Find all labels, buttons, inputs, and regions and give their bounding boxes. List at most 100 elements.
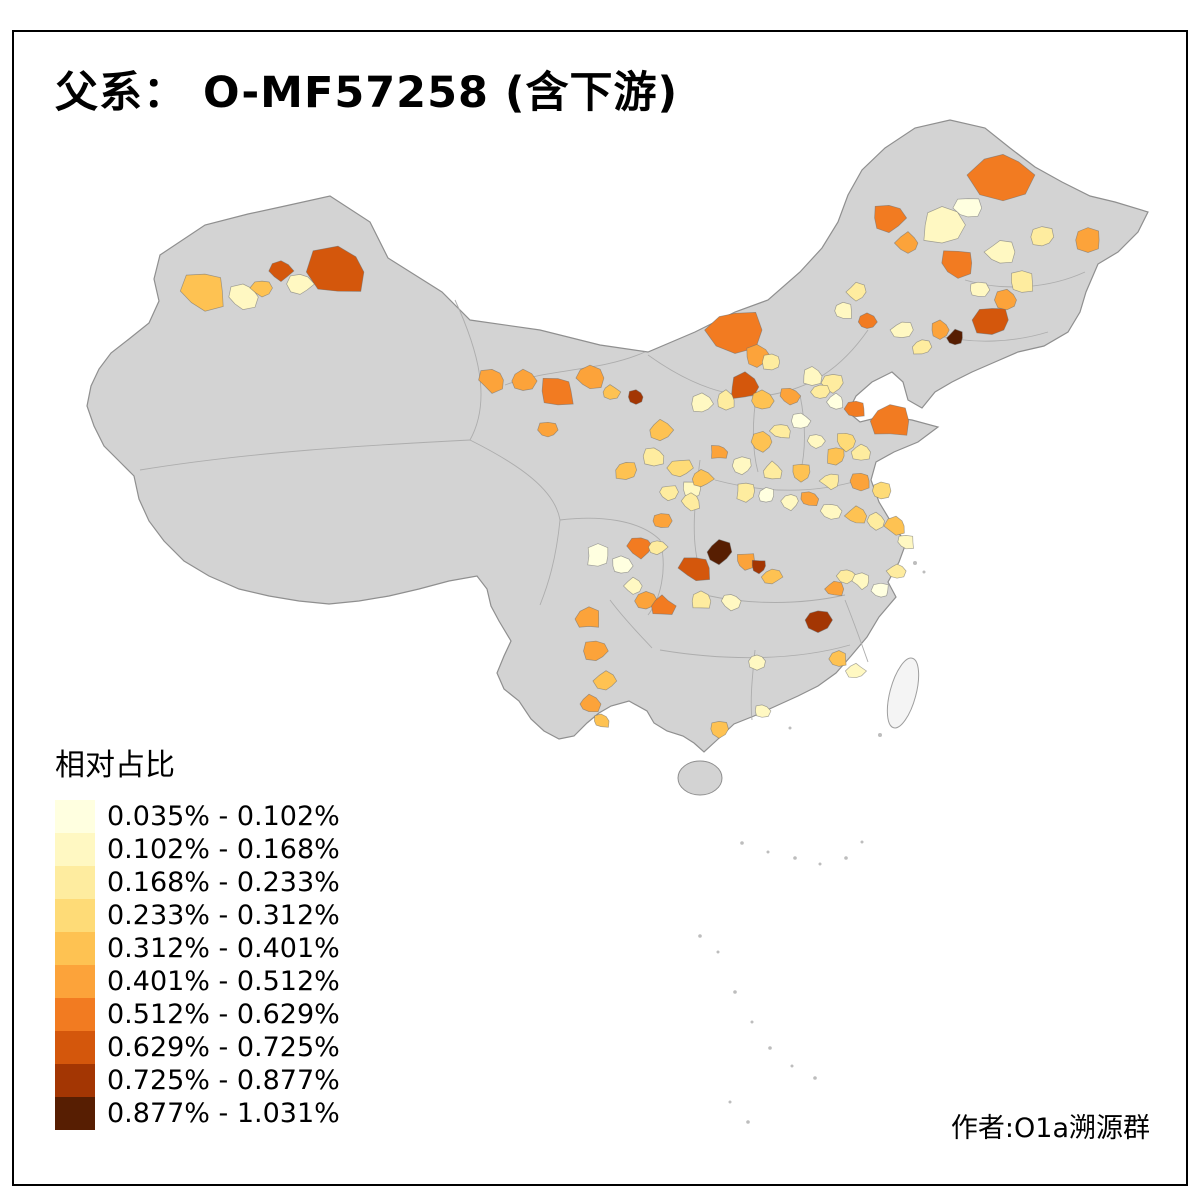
legend-item: 0.168% - 0.233% [55, 866, 340, 899]
map-region [249, 280, 273, 298]
map-region [179, 273, 224, 312]
map-region [305, 245, 365, 292]
map-region [804, 610, 833, 633]
map-region [931, 319, 950, 340]
legend-item: 0.035% - 0.102% [55, 800, 340, 833]
map-region [1030, 226, 1055, 247]
map-region [751, 559, 766, 575]
map-region [717, 389, 735, 411]
map-region [677, 557, 710, 582]
small-islands [698, 561, 926, 1124]
map-region [845, 281, 867, 302]
map-region [818, 473, 839, 491]
map-region [912, 339, 933, 355]
legend-label: 0.512% - 0.629% [107, 999, 340, 1030]
map-region [1011, 270, 1034, 293]
map-region [268, 260, 295, 283]
map-region [994, 288, 1017, 311]
map-region [970, 281, 991, 297]
map-region [758, 487, 774, 503]
map-region [537, 421, 559, 438]
map-region [872, 481, 892, 500]
map-region [691, 468, 715, 488]
legend-label: 0.877% - 1.031% [107, 1098, 340, 1129]
map-region [819, 504, 843, 520]
map-region [628, 389, 644, 405]
map-region [541, 377, 574, 406]
map-region [792, 463, 811, 483]
map-region [834, 301, 852, 319]
map-region [828, 650, 847, 667]
legend-swatch [55, 866, 95, 899]
map-region [286, 274, 316, 295]
map-region [803, 366, 823, 386]
taiwan-island [886, 657, 920, 729]
map-region [826, 392, 843, 410]
map-region [780, 494, 799, 512]
map-region [874, 205, 908, 233]
map-region [583, 640, 609, 661]
legend-label: 0.035% - 0.102% [107, 801, 340, 832]
map-region [946, 328, 963, 346]
mainland-outline [86, 119, 1149, 753]
map-region [587, 543, 609, 567]
map-region [866, 511, 885, 531]
map-region [763, 460, 783, 480]
map-region [730, 371, 760, 400]
map-region [642, 447, 665, 467]
map-region [870, 582, 889, 598]
map-region [626, 537, 653, 560]
map-region [737, 553, 755, 571]
map-region [720, 594, 742, 612]
legend-item: 0.312% - 0.401% [55, 932, 340, 965]
map-region [748, 654, 766, 671]
legend-swatch [55, 998, 95, 1031]
map-region [843, 400, 865, 418]
map-region [651, 594, 677, 615]
map-region [952, 198, 983, 218]
map-region [750, 431, 773, 453]
map-region [883, 515, 905, 536]
hainan-island [677, 760, 723, 796]
map-region [836, 432, 856, 453]
map-region [827, 447, 845, 466]
map-region [754, 704, 772, 718]
map-region [800, 491, 820, 506]
legend-item: 0.512% - 0.629% [55, 998, 340, 1031]
map-region [579, 693, 602, 713]
map-region [851, 572, 870, 591]
map-region [594, 713, 610, 728]
map-region [768, 424, 791, 439]
map-region [615, 462, 637, 480]
legend-swatch [55, 1097, 95, 1130]
map-region [736, 482, 755, 503]
legend-item: 0.725% - 0.877% [55, 1064, 340, 1097]
legend-swatch [55, 833, 95, 866]
map-region [893, 231, 919, 254]
map-region [751, 389, 775, 410]
map-region [592, 670, 618, 691]
map-region [574, 606, 600, 628]
map-region [710, 721, 729, 739]
map-region [760, 568, 784, 585]
map-region [652, 513, 673, 528]
map-region [966, 154, 1036, 202]
legend-label: 0.629% - 0.725% [107, 1032, 340, 1063]
legend-label: 0.725% - 0.877% [107, 1065, 340, 1096]
map-region [761, 353, 781, 371]
legend-swatch [55, 1064, 95, 1097]
map-region [850, 443, 871, 461]
map-region [849, 472, 870, 492]
legend-swatch [55, 932, 95, 965]
map-region [869, 404, 910, 436]
legend-swatch [55, 965, 95, 998]
legend-label: 0.102% - 0.168% [107, 834, 340, 865]
legend: 相对占比 0.035% - 0.102% 0.102% - 0.168% 0.168… [55, 740, 340, 1130]
map-region [666, 459, 694, 478]
legend-swatch [55, 1031, 95, 1064]
map-region [612, 555, 634, 574]
map-region [731, 456, 752, 476]
map-region [691, 590, 712, 609]
legend-item: 0.877% - 1.031% [55, 1097, 340, 1130]
map-region [857, 312, 878, 329]
